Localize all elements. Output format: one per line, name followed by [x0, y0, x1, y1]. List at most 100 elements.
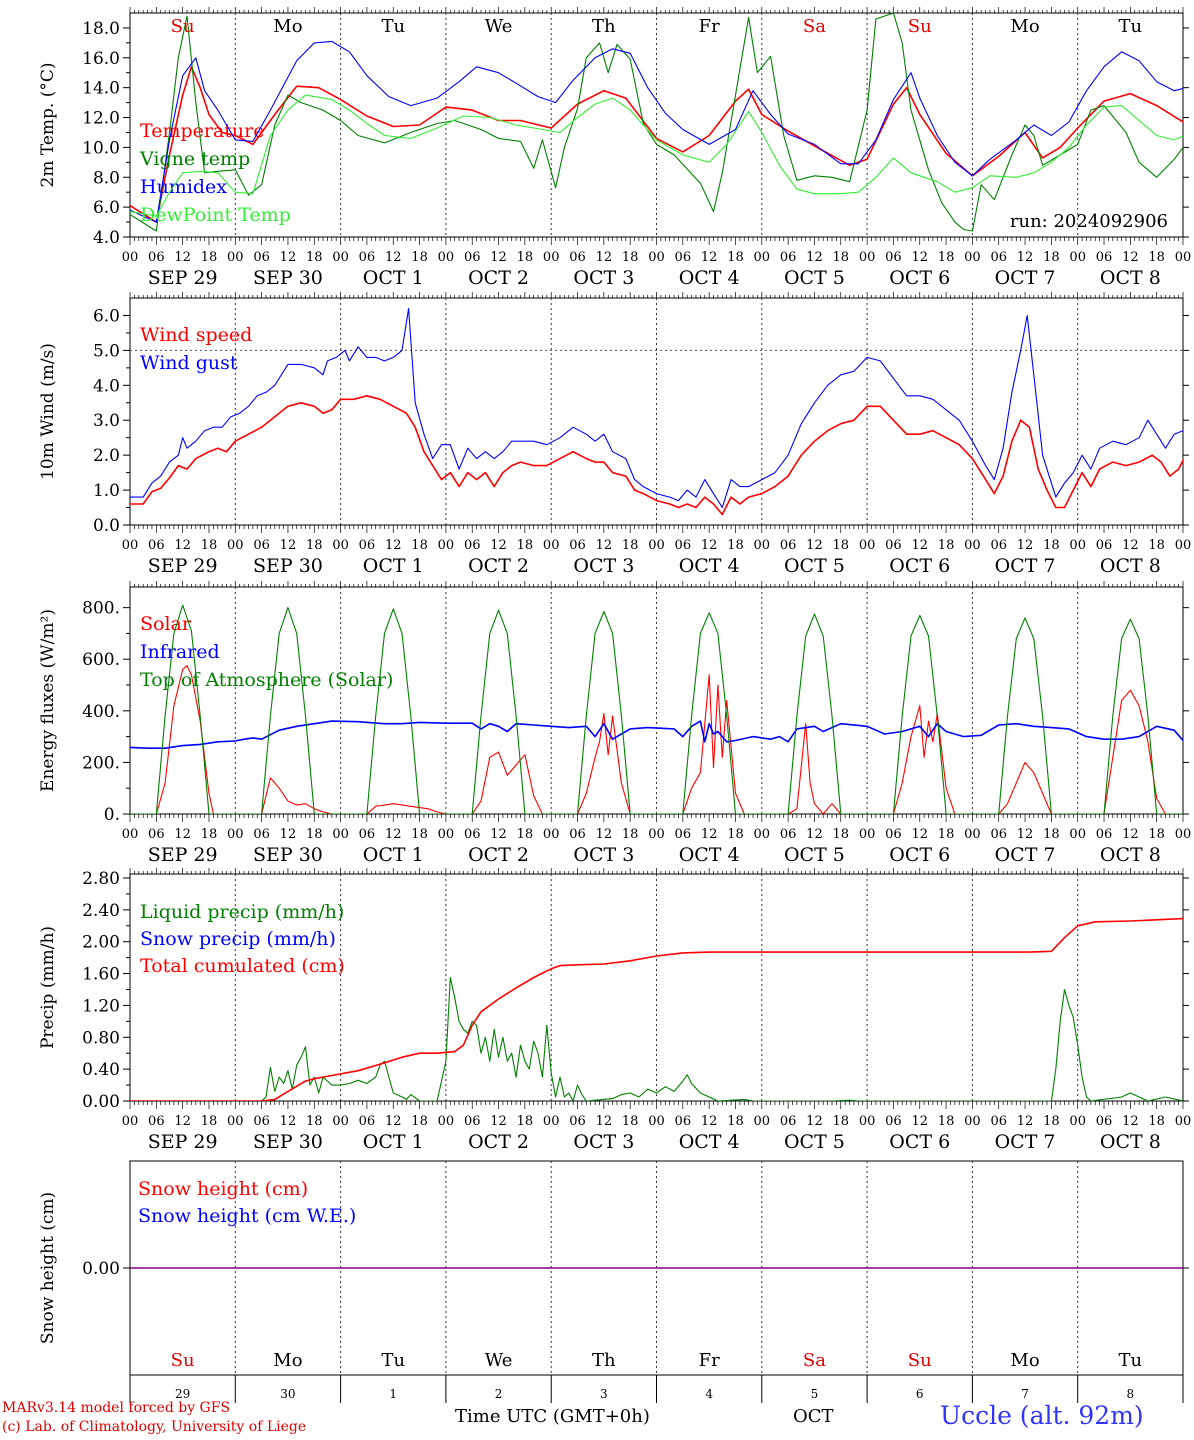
hour-tick-label: 00	[754, 250, 771, 265]
legend-entry: Wind speed	[140, 324, 252, 346]
y-tick-label: 5.0	[93, 341, 120, 361]
date-label: SEP 29	[148, 555, 218, 577]
hour-tick-label: 06	[1096, 538, 1113, 553]
hour-tick-label: 12	[1122, 827, 1139, 842]
hour-tick-label: 00	[227, 538, 244, 553]
date-label: OCT 8	[1100, 1131, 1161, 1153]
hour-tick-label: 18	[1043, 538, 1060, 553]
weekday-label: Mo	[273, 1350, 302, 1371]
hour-tick-label: 06	[253, 1114, 270, 1129]
y-tick-label: 2.0	[93, 446, 120, 466]
date-label: SEP 29	[148, 267, 218, 289]
series-line-vigne-temp	[130, 12, 1183, 232]
weekday-label: Fr	[699, 1350, 720, 1371]
hour-tick-label: 12	[806, 250, 823, 265]
weekday-label: Th	[592, 1350, 616, 1371]
date-label: OCT 2	[468, 1131, 529, 1153]
hour-tick-label: 00	[1069, 250, 1086, 265]
hour-tick-label: 12	[280, 250, 297, 265]
hour-tick-label: 06	[464, 250, 481, 265]
hour-tick-label: 00	[543, 538, 560, 553]
month-label: OCT	[793, 1406, 834, 1427]
hour-tick-label: 18	[517, 827, 534, 842]
date-label: OCT 8	[1100, 555, 1161, 577]
hour-tick-label: 18	[517, 250, 534, 265]
hour-tick-label: 12	[596, 250, 613, 265]
day-number-label: 3	[600, 1387, 608, 1401]
hour-tick-label: 18	[833, 538, 850, 553]
hour-tick-label: 06	[1096, 827, 1113, 842]
hour-tick-label: 18	[517, 538, 534, 553]
hour-tick-label: 18	[411, 538, 428, 553]
legend-entry: DewPoint Temp	[140, 204, 291, 226]
hour-tick-label: 00	[543, 250, 560, 265]
hour-tick-label: 00	[438, 250, 455, 265]
weekday-label: Su	[171, 16, 195, 37]
hour-tick-label: 18	[833, 1114, 850, 1129]
hour-tick-label: 12	[911, 1114, 928, 1129]
hour-tick-label: 06	[675, 538, 692, 553]
hour-tick-label: 06	[885, 1114, 902, 1129]
hour-tick-label: 18	[411, 1114, 428, 1129]
y-tick-label: 16.0	[82, 49, 120, 69]
hour-tick-label: 00	[227, 250, 244, 265]
hour-tick-label: 00	[964, 250, 981, 265]
date-label: OCT 4	[679, 1131, 740, 1153]
hour-tick-label: 12	[1122, 1114, 1139, 1129]
date-label: OCT 3	[573, 1131, 634, 1153]
series-line-temperature	[130, 66, 1183, 223]
date-label: OCT 1	[363, 555, 424, 577]
hour-tick-label: 00	[332, 827, 349, 842]
hour-tick-label: 18	[938, 250, 955, 265]
hour-tick-label: 00	[1069, 827, 1086, 842]
weekday-label: Sa	[803, 16, 826, 37]
hour-tick-label: 00	[1175, 827, 1192, 842]
hour-tick-label: 12	[385, 1114, 402, 1129]
hour-tick-label: 18	[201, 538, 218, 553]
y-tick-label: 6.0	[93, 198, 120, 218]
hour-tick-label: 12	[806, 538, 823, 553]
legend-entry: Snow height (cm)	[138, 1178, 308, 1200]
y-tick-label: 1.60	[82, 965, 120, 985]
hour-tick-label: 18	[201, 827, 218, 842]
hour-tick-label: 12	[385, 827, 402, 842]
weekday-label: Su	[171, 1350, 195, 1371]
hour-tick-label: 06	[464, 538, 481, 553]
hour-tick-label: 06	[569, 538, 586, 553]
hour-tick-label: 06	[148, 827, 165, 842]
day-number-label: 6	[916, 1387, 924, 1401]
y-axis-title: Snow height (cm)	[38, 1192, 58, 1344]
hour-tick-label: 06	[148, 538, 165, 553]
day-number-label: 30	[280, 1387, 295, 1401]
hour-tick-label: 06	[253, 538, 270, 553]
hour-tick-label: 12	[596, 538, 613, 553]
hour-tick-label: 06	[1096, 1114, 1113, 1129]
weekday-label: Tu	[1119, 16, 1143, 37]
day-number-label: 1	[389, 1387, 397, 1401]
hour-tick-label: 06	[359, 1114, 376, 1129]
hour-tick-label: 00	[859, 538, 876, 553]
date-label: OCT 4	[679, 267, 740, 289]
hour-tick-label: 00	[648, 827, 665, 842]
y-tick-label: 1.20	[82, 996, 120, 1016]
model-credit-line-1: MARv3.14 model forced by GFS	[2, 1400, 231, 1416]
hour-tick-label: 12	[701, 250, 718, 265]
date-label: OCT 1	[363, 267, 424, 289]
hour-tick-label: 00	[754, 827, 771, 842]
hour-tick-label: 00	[543, 1114, 560, 1129]
hour-tick-label: 12	[1017, 250, 1034, 265]
date-label: OCT 7	[995, 555, 1056, 577]
hour-tick-label: 18	[1148, 250, 1165, 265]
y-tick-label: 4.0	[93, 228, 120, 248]
hour-tick-label: 00	[332, 1114, 349, 1129]
hour-tick-label: 18	[306, 827, 323, 842]
hour-tick-label: 18	[1043, 827, 1060, 842]
model-credit-line-2: (c) Lab. of Climatology, University of L…	[2, 1419, 307, 1435]
hour-tick-label: 18	[517, 1114, 534, 1129]
day-number-label: 2	[495, 1387, 503, 1401]
y-axis-title: Energy fluxes (W/m²)	[38, 609, 58, 792]
series-line-infrared	[130, 720, 1183, 750]
y-tick-label: 1.0	[93, 481, 120, 501]
date-label: OCT 3	[573, 844, 634, 866]
weekday-label: Sa	[803, 1350, 826, 1371]
